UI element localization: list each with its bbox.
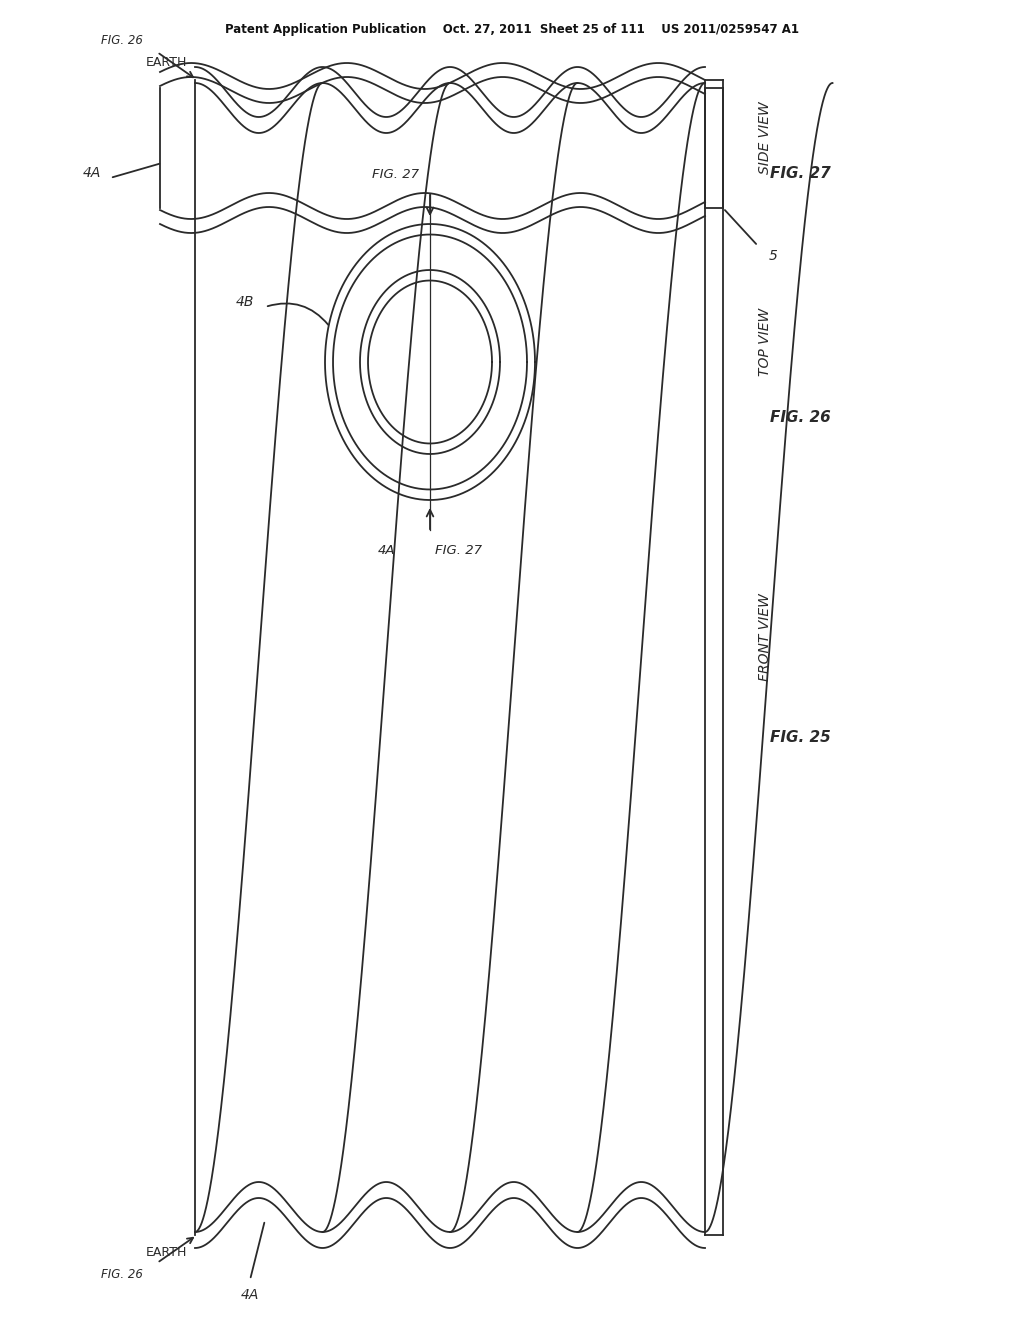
Text: FIG. 26: FIG. 26 — [101, 1269, 143, 1282]
Text: EARTH: EARTH — [145, 1246, 187, 1259]
Text: FIG. 27: FIG. 27 — [435, 544, 482, 557]
Text: Patent Application Publication    Oct. 27, 2011  Sheet 25 of 111    US 2011/0259: Patent Application Publication Oct. 27, … — [225, 24, 799, 37]
Text: EARTH: EARTH — [145, 55, 187, 69]
Text: FIG. 27: FIG. 27 — [770, 165, 830, 181]
Text: TOP VIEW: TOP VIEW — [758, 308, 772, 376]
Text: 4B: 4B — [236, 294, 254, 309]
Text: FIG. 25: FIG. 25 — [770, 730, 830, 744]
Text: 4A: 4A — [241, 1288, 259, 1302]
Text: 4A: 4A — [83, 166, 101, 180]
Text: FIG. 26: FIG. 26 — [770, 409, 830, 425]
Text: SIDE VIEW: SIDE VIEW — [758, 102, 772, 174]
Text: FIG. 26: FIG. 26 — [101, 33, 143, 46]
Text: 5: 5 — [769, 249, 777, 263]
Text: FIG. 27: FIG. 27 — [372, 168, 419, 181]
Text: 4A: 4A — [378, 544, 395, 557]
Text: FRONT VIEW: FRONT VIEW — [758, 594, 772, 681]
